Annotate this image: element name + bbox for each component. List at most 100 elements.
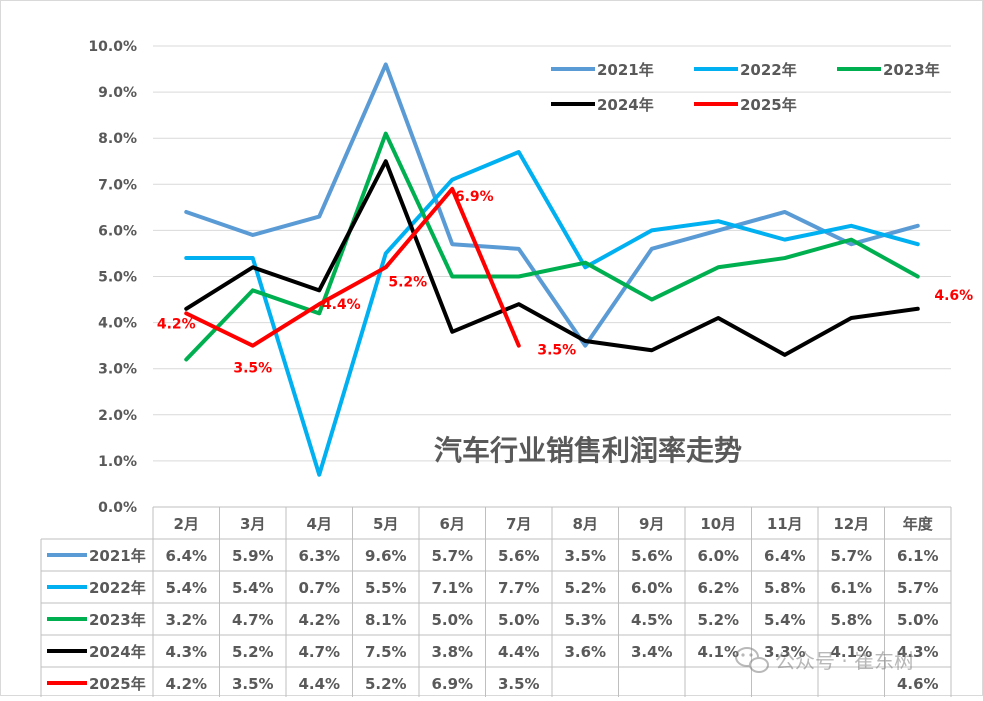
y-tick-label: 6.0% bbox=[98, 223, 137, 239]
table-cell: 6.1% bbox=[830, 579, 872, 597]
table-cell: 5.7% bbox=[830, 547, 872, 565]
data-label: 3.5% bbox=[233, 361, 272, 377]
table-cell: 5.3% bbox=[564, 611, 606, 629]
table-cell: 6.9% bbox=[431, 675, 473, 693]
x-tick-label: 9月 bbox=[639, 515, 664, 533]
legend: 2021年 2022年 2023年 2024年 2025年 bbox=[551, 61, 940, 114]
table-cell: 7.5% bbox=[365, 643, 407, 661]
x-tick-label: 5月 bbox=[373, 515, 398, 533]
table-cell: 6.4% bbox=[165, 547, 207, 565]
table-cell: 5.5% bbox=[365, 579, 407, 597]
table-cell: 5.4% bbox=[232, 579, 274, 597]
y-tick-label: 10.0% bbox=[88, 39, 137, 55]
y-tick-label: 5.0% bbox=[98, 270, 137, 286]
y-tick-label: 2.0% bbox=[98, 408, 137, 424]
series-lines bbox=[186, 64, 918, 474]
table-cell: 4.2% bbox=[165, 675, 207, 693]
table-cell: 5.7% bbox=[897, 579, 939, 597]
data-label: 4.6% bbox=[934, 288, 973, 304]
legend-label: 2024年 bbox=[597, 96, 654, 114]
table-cell: 3.5% bbox=[564, 547, 606, 565]
table-cell: 5.9% bbox=[232, 547, 274, 565]
x-tick-label: 7月 bbox=[506, 515, 531, 533]
table-cell: 3.5% bbox=[498, 675, 540, 693]
table-cell: 4.2% bbox=[298, 611, 340, 629]
table-cell: 4.5% bbox=[631, 611, 673, 629]
y-tick-label: 4.0% bbox=[98, 316, 137, 332]
table-cell: 5.7% bbox=[431, 547, 473, 565]
legend-label: 2022年 bbox=[740, 61, 797, 79]
gridlines bbox=[153, 46, 951, 461]
table-cell: 5.6% bbox=[631, 547, 673, 565]
table-cell: 3.8% bbox=[431, 643, 473, 661]
table-cell: 3.5% bbox=[232, 675, 274, 693]
data-label: 4.4% bbox=[322, 297, 361, 313]
table-cell: 8.1% bbox=[365, 611, 407, 629]
table-series-name: 2025年 bbox=[89, 675, 146, 693]
y-tick-label: 7.0% bbox=[98, 177, 137, 193]
table-cell: 0.7% bbox=[298, 579, 340, 597]
data-label: 3.5% bbox=[537, 343, 576, 359]
data-label: 6.9% bbox=[455, 189, 494, 205]
table-cell: 5.4% bbox=[165, 579, 207, 597]
x-tick-label: 10月 bbox=[700, 515, 736, 533]
series-line-2023年 bbox=[186, 134, 918, 360]
table-cell: 5.0% bbox=[431, 611, 473, 629]
table-cell: 5.0% bbox=[897, 611, 939, 629]
table-cell: 6.0% bbox=[631, 579, 673, 597]
table-series-name: 2022年 bbox=[89, 579, 146, 597]
table-cell: 5.0% bbox=[498, 611, 540, 629]
table-cell: 3.2% bbox=[165, 611, 207, 629]
table-cell: 4.4% bbox=[498, 643, 540, 661]
table-cell: 5.2% bbox=[697, 611, 739, 629]
chart-title: 汽车行业销售利润率走势 bbox=[434, 434, 742, 467]
x-tick-label: 年度 bbox=[903, 515, 934, 533]
data-label: 5.2% bbox=[388, 274, 427, 290]
table-cell: 9.6% bbox=[365, 547, 407, 565]
table-cell: 5.2% bbox=[564, 579, 606, 597]
x-tick-label: 2月 bbox=[174, 515, 199, 533]
y-tick-label: 8.0% bbox=[98, 131, 137, 147]
data-label: 4.2% bbox=[157, 316, 196, 332]
table-series-name: 2023年 bbox=[89, 611, 146, 629]
legend-label: 2025年 bbox=[740, 96, 797, 114]
legend-label: 2023年 bbox=[883, 61, 940, 79]
x-tick-label: 4月 bbox=[307, 515, 332, 533]
table-cell: 4.4% bbox=[298, 675, 340, 693]
x-tick-label: 11月 bbox=[767, 515, 803, 533]
table-cell: 6.2% bbox=[697, 579, 739, 597]
table-cell: 4.1% bbox=[697, 643, 739, 661]
y-tick-label: 3.0% bbox=[98, 362, 137, 378]
table-cell: 5.2% bbox=[365, 675, 407, 693]
table-cell: 7.7% bbox=[498, 579, 540, 597]
table-series-name: 2024年 bbox=[89, 643, 146, 661]
series-line-2024年 bbox=[186, 161, 918, 355]
table-cell: 6.3% bbox=[298, 547, 340, 565]
watermark-text: 公众号 · 崔东树 bbox=[775, 649, 914, 673]
table-cell: 6.1% bbox=[897, 547, 939, 565]
table-cell: 6.0% bbox=[697, 547, 739, 565]
x-tick-label: 8月 bbox=[573, 515, 598, 533]
table-cell: 5.4% bbox=[764, 611, 806, 629]
x-tick-label: 12月 bbox=[833, 515, 869, 533]
table-series-name: 2021年 bbox=[89, 547, 146, 565]
table-cell: 4.3% bbox=[165, 643, 207, 661]
legend-label: 2021年 bbox=[597, 61, 654, 79]
x-tick-label: 3月 bbox=[240, 515, 265, 533]
table-cell: 4.7% bbox=[232, 611, 274, 629]
table-cell: 4.7% bbox=[298, 643, 340, 661]
y-tick-label: 1.0% bbox=[98, 454, 137, 470]
y-axis-ticks: 0.0%1.0%2.0%3.0%4.0%5.0%6.0%7.0%8.0%9.0%… bbox=[88, 39, 137, 516]
table-cell: 5.8% bbox=[830, 611, 872, 629]
y-tick-label: 0.0% bbox=[98, 500, 137, 516]
table-cell: 5.6% bbox=[498, 547, 540, 565]
table-cell: 7.1% bbox=[431, 579, 473, 597]
series-line-2022年 bbox=[186, 152, 918, 475]
table-cell: 3.6% bbox=[564, 643, 606, 661]
table-cell: 5.2% bbox=[232, 643, 274, 661]
table-cell: 3.4% bbox=[631, 643, 673, 661]
watermark: 公众号 · 崔东树 bbox=[736, 648, 914, 673]
table-cell: 4.6% bbox=[897, 675, 939, 693]
